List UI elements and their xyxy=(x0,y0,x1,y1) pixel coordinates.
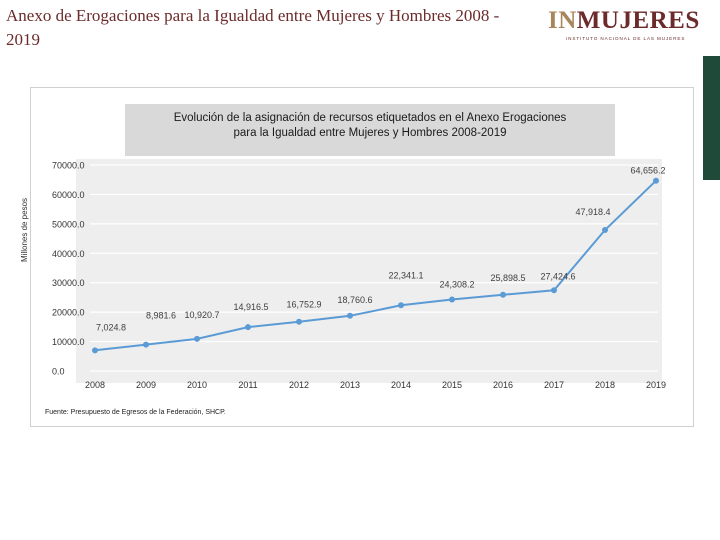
data-label: 22,341.1 xyxy=(388,270,423,280)
x-tick-label: 2014 xyxy=(391,380,411,390)
x-tick-label: 2008 xyxy=(85,380,105,390)
data-point xyxy=(245,324,251,331)
y-tick-label: 30000.0 xyxy=(52,278,85,288)
data-label: 24,308.2 xyxy=(439,279,474,289)
data-label: 10,920.7 xyxy=(184,310,219,320)
x-tick-label: 2019 xyxy=(646,380,666,390)
y-tick-label: 0.0 xyxy=(52,367,65,377)
x-tick-label: 2017 xyxy=(544,380,564,390)
data-point xyxy=(347,312,353,319)
chart-title-line-1: Evolución de la asignación de recursos e… xyxy=(173,112,567,124)
y-tick-label: 60000.0 xyxy=(52,190,85,200)
x-tick-label: 2015 xyxy=(442,380,462,390)
x-tick-label: 2013 xyxy=(340,380,360,390)
series-line xyxy=(94,179,657,352)
data-label: 16,752.9 xyxy=(286,300,321,310)
data-point xyxy=(551,287,557,294)
data-point xyxy=(194,335,200,342)
inmujeres-logo: INMUJERES INSTITUTO NACIONAL DE LAS MUJE… xyxy=(548,7,700,42)
x-tick-label: 2010 xyxy=(187,380,207,390)
logo-subtitle: INSTITUTO NACIONAL DE LAS MUJERES xyxy=(566,36,686,41)
data-point xyxy=(653,177,659,184)
data-labels: 7,024.8 8,981.6 10,920.7 14,916.5 16,752.9 18… xyxy=(96,166,666,333)
data-label: 7,024.8 xyxy=(96,322,126,332)
data-label: 25,898.5 xyxy=(490,273,525,283)
data-label: 27,424.6 xyxy=(540,271,575,281)
data-point xyxy=(143,341,149,348)
data-point xyxy=(500,291,506,298)
y-tick-labels: 0.0 10000.0 20000.0 30000.0 40000.0 50000.0 60… xyxy=(52,161,85,377)
x-tick-labels: 2008 2009 2010 2011 2012 2013 2014 2015 2016 2017… xyxy=(85,380,666,390)
x-tick-label: 2009 xyxy=(136,380,156,390)
x-tick-label: 2011 xyxy=(238,380,257,390)
data-label: 18,760.6 xyxy=(337,295,372,305)
slide-title: Anexo de Erogaciones para la Igualdad en… xyxy=(6,6,500,49)
data-point xyxy=(449,296,455,303)
data-label: 14,916.5 xyxy=(233,302,268,312)
source-note: Fuente: Presupuesto de Egresos de la Fed… xyxy=(45,409,226,416)
x-tick-label: 2018 xyxy=(595,380,615,390)
gridlines xyxy=(90,164,658,372)
logo-prefix: IN xyxy=(548,7,577,34)
data-point xyxy=(602,226,608,233)
x-tick-label: 2012 xyxy=(289,380,309,390)
data-label: 64,656.2 xyxy=(630,166,665,176)
logo-wordmark: INMUJERES xyxy=(548,7,700,34)
y-tick-label: 10000.0 xyxy=(52,337,85,347)
y-tick-label: 40000.0 xyxy=(52,249,85,259)
data-label: 8,981.6 xyxy=(146,311,176,321)
chart-title-box: Evolución de la asignación de recursos e… xyxy=(125,104,615,156)
data-point xyxy=(92,347,98,354)
data-point xyxy=(296,318,302,325)
plot-area xyxy=(76,159,662,383)
x-tick-label: 2016 xyxy=(493,380,513,390)
decorative-green-bar xyxy=(703,56,720,180)
y-tick-label: 50000.0 xyxy=(52,219,85,229)
data-point xyxy=(398,302,404,309)
chart-title-line-2: para la Igualdad entre Mujeres y Hombres… xyxy=(233,127,507,139)
logo-name: MUJERES xyxy=(576,7,700,34)
data-points xyxy=(92,177,659,354)
y-tick-label: 70000.0 xyxy=(52,161,85,171)
y-tick-label: 20000.0 xyxy=(52,308,85,318)
data-label: 47,918.4 xyxy=(575,207,610,217)
